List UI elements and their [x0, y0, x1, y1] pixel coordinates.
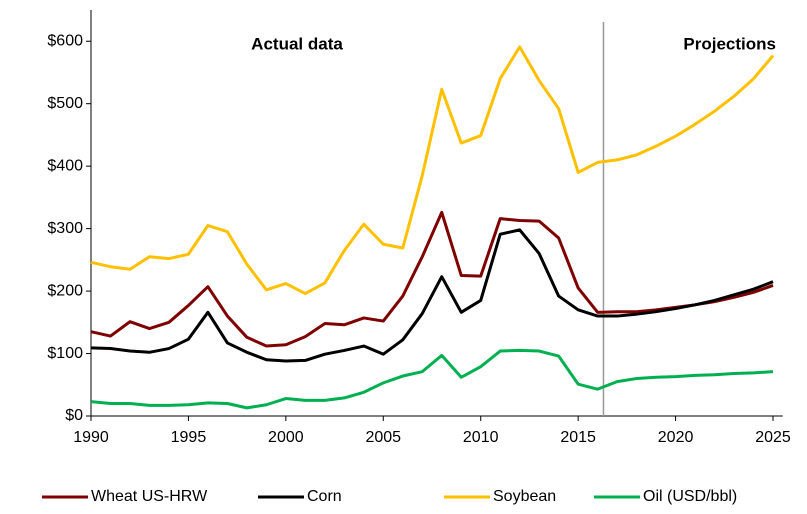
series-line	[90, 228, 774, 363]
x-tick-label: 2010	[463, 429, 499, 446]
y-tick-label: $300	[47, 220, 83, 237]
x-tick-label: 1995	[171, 429, 207, 446]
x-tick-label: 2005	[365, 429, 401, 446]
series-line	[90, 45, 775, 296]
x-tick-label: 2000	[268, 429, 304, 446]
x-tick-label: 2025	[755, 429, 791, 446]
legend-label: Soybean	[493, 488, 556, 505]
y-tick-label: $100	[47, 345, 83, 362]
annotation: Projections	[683, 34, 776, 53]
x-tick-label: 2015	[560, 429, 596, 446]
legend-label: Wheat US-HRW	[91, 488, 208, 505]
y-tick-label: $500	[47, 95, 83, 112]
series-line	[90, 210, 774, 348]
x-tick-label: 1990	[73, 429, 109, 446]
y-tick-label: $400	[47, 157, 83, 174]
y-tick-label: $200	[47, 282, 83, 299]
annotation: Actual data	[251, 34, 343, 53]
series-line	[90, 348, 774, 410]
y-tick-label: $600	[47, 32, 83, 49]
x-tick-label: 2020	[658, 429, 694, 446]
legend-label: Corn	[307, 488, 342, 505]
y-tick-label: $0	[65, 407, 83, 424]
legend-label: Oil (USD/bbl)	[643, 488, 737, 505]
